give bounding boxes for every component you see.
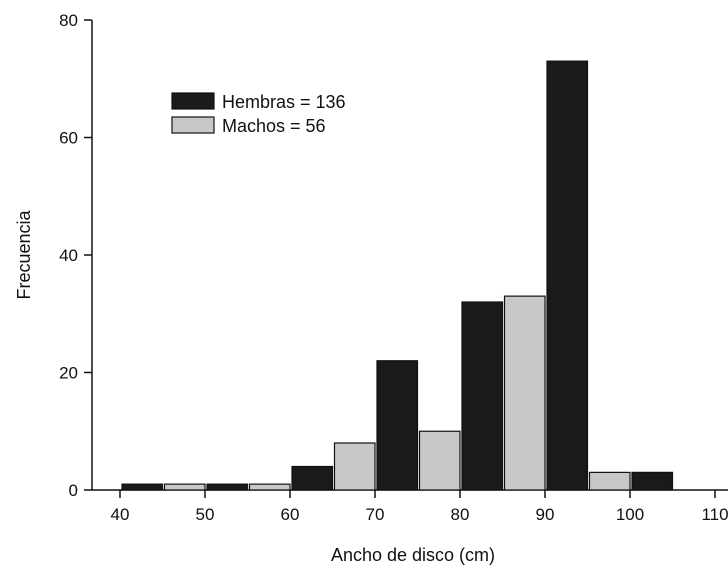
y-tick-label: 80 bbox=[59, 11, 78, 30]
y-tick-label: 0 bbox=[69, 481, 78, 500]
hembras-bar bbox=[206, 483, 249, 491]
legend: Hembras = 136 Machos = 56 bbox=[171, 92, 346, 136]
machos-bar bbox=[333, 442, 376, 491]
x-tick-label: 80 bbox=[451, 505, 470, 524]
hembras-bar bbox=[291, 465, 334, 491]
legend-label: Hembras = 136 bbox=[222, 92, 346, 112]
y-tick-label: 60 bbox=[59, 129, 78, 148]
y-ticks: 0 20 40 60 80 bbox=[59, 11, 92, 500]
x-tick-label: 110 bbox=[701, 505, 728, 524]
x-ticks: 40 50 60 70 80 90 100 110 bbox=[111, 490, 728, 524]
hembras-bar bbox=[121, 483, 164, 491]
hembras-bar bbox=[376, 360, 419, 491]
y-tick-label: 20 bbox=[59, 364, 78, 383]
x-tick-label: 60 bbox=[281, 505, 300, 524]
hembras-bar bbox=[461, 301, 504, 491]
machos-bar bbox=[588, 471, 631, 491]
y-axis-title: Frecuencia bbox=[14, 209, 34, 299]
machos-bar bbox=[418, 430, 461, 491]
machos-bar bbox=[248, 483, 291, 491]
x-axis-title: Ancho de disco (cm) bbox=[331, 545, 495, 565]
x-tick-label: 40 bbox=[111, 505, 130, 524]
legend-swatch bbox=[171, 116, 215, 134]
hembras-bar bbox=[546, 60, 589, 491]
legend-swatch bbox=[171, 92, 215, 110]
legend-label: Machos = 56 bbox=[222, 116, 326, 136]
x-tick-label: 50 bbox=[196, 505, 215, 524]
machos-bar bbox=[503, 295, 546, 491]
x-tick-label: 90 bbox=[536, 505, 555, 524]
bars bbox=[121, 60, 674, 491]
machos-bar bbox=[163, 483, 206, 491]
x-tick-label: 100 bbox=[616, 505, 644, 524]
y-tick-label: 40 bbox=[59, 246, 78, 265]
x-tick-label: 70 bbox=[366, 505, 385, 524]
hembras-bar bbox=[631, 471, 674, 491]
